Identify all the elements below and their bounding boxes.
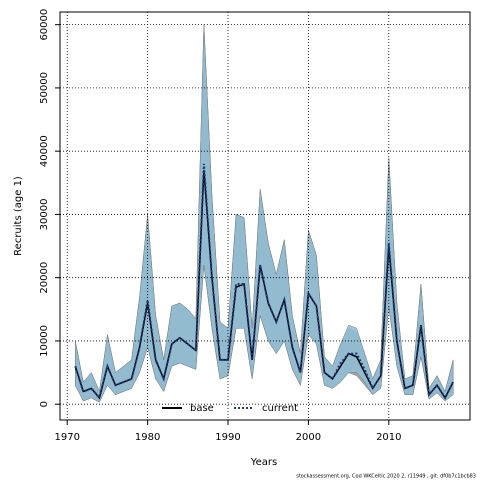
x-axis-label: Years [250, 457, 277, 468]
x-tick-label: 1990 [215, 432, 240, 443]
legend-label: base [190, 403, 214, 414]
y-tick-label: 40000 [39, 135, 50, 167]
x-tick-label: 2010 [376, 432, 401, 443]
confidence-band [75, 24, 454, 403]
source-note: stockassessment.org, Cod WKCeltic 2020 2… [296, 474, 476, 480]
x-tick-label: 2000 [296, 432, 321, 443]
y-axis-label: Recruits (age 1) [13, 176, 24, 256]
legend-label: current [262, 403, 298, 414]
series-line [74, 163, 455, 400]
plot-frame [59, 11, 471, 421]
y-tick-label: 10000 [39, 325, 50, 357]
y-tick-label: 20000 [39, 262, 50, 294]
x-tick-label: 1970 [55, 432, 80, 443]
x-tick-label: 1980 [135, 432, 160, 443]
y-tick-label: 0 [39, 401, 50, 407]
y-tick-label: 60000 [39, 9, 50, 41]
y-tick-label: 50000 [39, 72, 50, 104]
y-tick-label: 30000 [39, 199, 50, 231]
